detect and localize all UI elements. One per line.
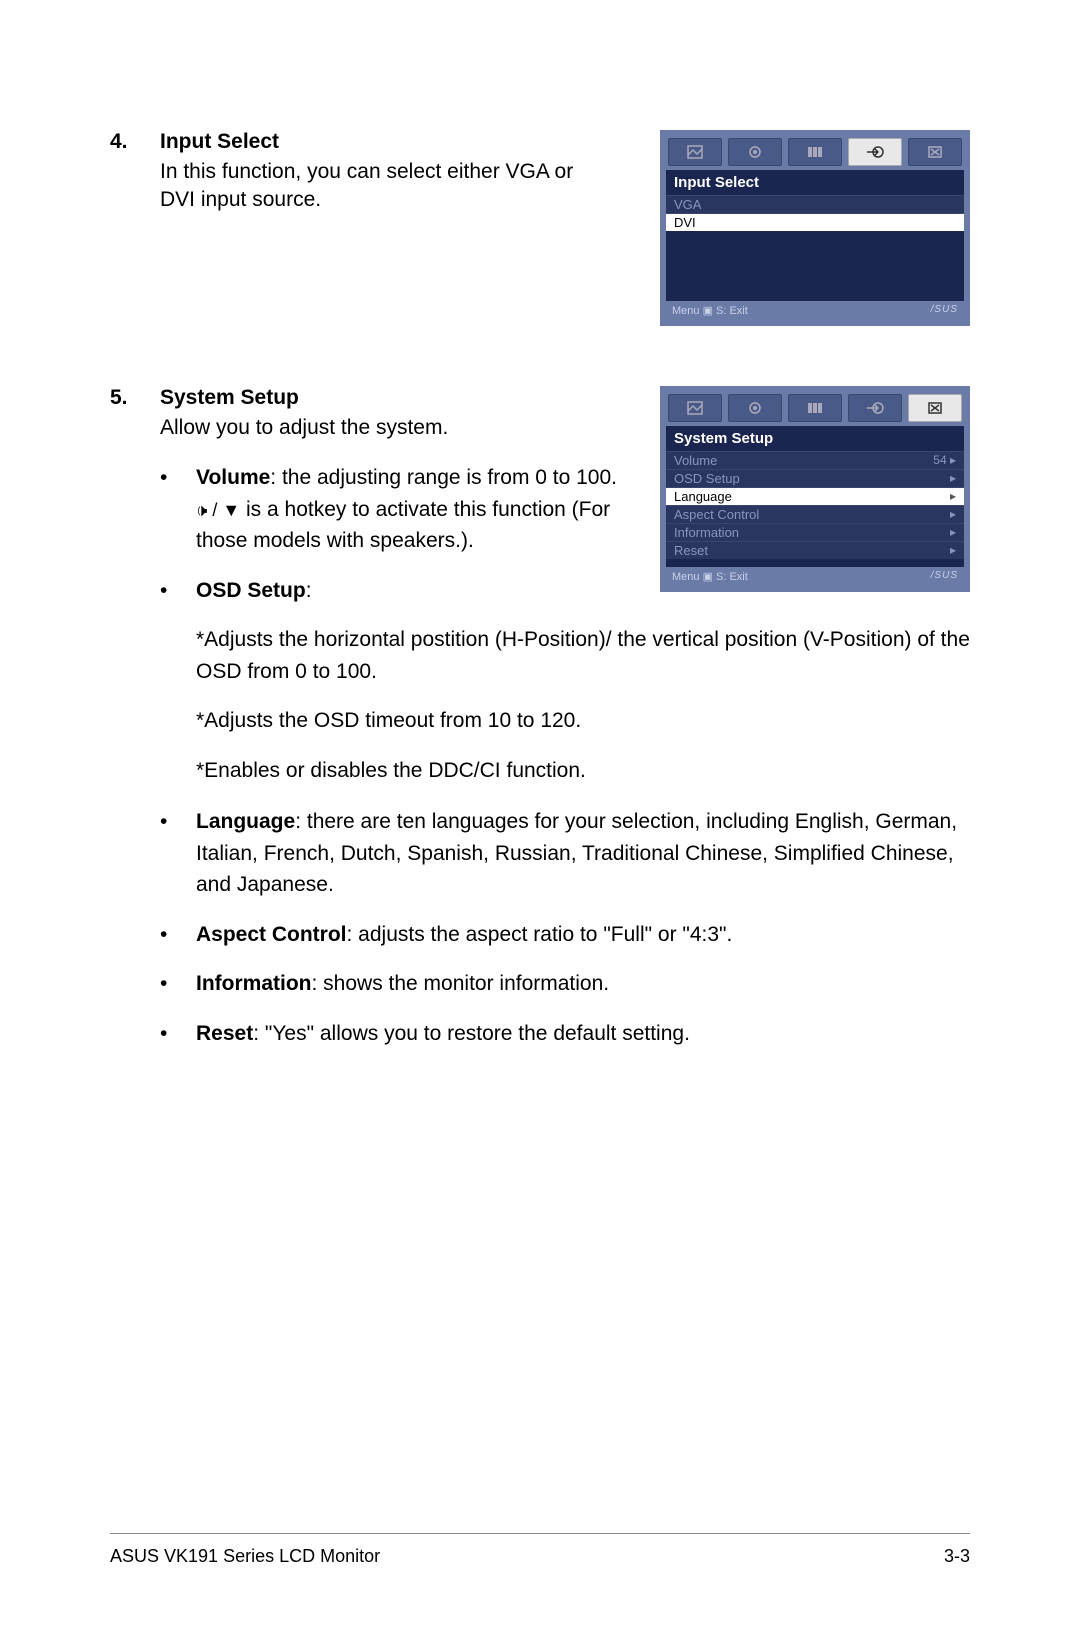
section-body: Input Select In this function, you can s… (160, 130, 970, 326)
footer-product: ASUS VK191 Series LCD Monitor (110, 1546, 380, 1567)
bullet-label: Information (196, 972, 312, 995)
osd-screenshot-system-setup: System Setup Volume 54 ▸ OSD Setup ▸ Langu… (660, 386, 970, 592)
osd-item-reset: Reset ▸ (666, 541, 964, 559)
bullet-marker: • (160, 919, 196, 951)
osd-list: VGA DVI (666, 195, 964, 231)
osd-item-label: Language (674, 489, 732, 504)
section-title: System Setup (160, 386, 640, 410)
osd-item-label: DVI (674, 215, 696, 230)
footer-page-number: 3-3 (944, 1546, 970, 1567)
section-system-setup: 5. System Setup Allow you to adjust the … (110, 386, 970, 1067)
bullet-text-part: : the adjusting range is from 0 to 100. (270, 466, 617, 489)
osd-footer-brand: /SUS (931, 570, 958, 583)
bullet-text-part: : adjusts the aspect ratio to "Full" or … (347, 923, 733, 946)
osd-item-osd-setup: OSD Setup ▸ (666, 469, 964, 487)
section-number: 4. (110, 130, 160, 326)
osd-tabs (666, 392, 964, 426)
bullet-language: • Language: there are ten languages for … (160, 806, 970, 901)
osd-item-volume: Volume 54 ▸ (666, 451, 964, 469)
osd-tab-input-icon (848, 138, 902, 166)
bullet-text-part: : there are ten languages for your selec… (196, 810, 957, 896)
osd-item-value: ▸ (950, 471, 956, 486)
osd-item-value: ▸ (950, 489, 956, 504)
volume-hotkey-icon: 🕩 / ▼ (196, 497, 240, 524)
section-title: Input Select (160, 130, 640, 154)
osd-item-value: ▸ (950, 525, 956, 540)
bullet-label: Reset (196, 1022, 253, 1045)
bullet-label: Language (196, 810, 295, 833)
osd-tab-system-icon (908, 394, 962, 422)
bullet-information: • Information: shows the monitor informa… (160, 968, 970, 1000)
bullet-text: Volume: the adjusting range is from 0 to… (196, 462, 640, 557)
osd-header: Input Select (666, 170, 964, 195)
osd-tab-system-icon (908, 138, 962, 166)
osd-footer-left: Menu ▣ S: Exit (672, 570, 748, 583)
osd-tab-color-icon (788, 394, 842, 422)
osd-list: Volume 54 ▸ OSD Setup ▸ Language ▸ Aspect C… (666, 451, 964, 559)
osd-item-aspect: Aspect Control ▸ (666, 505, 964, 523)
section-description: In this function, you can select either … (160, 158, 580, 215)
section-input-select: 4. Input Select In this function, you ca… (110, 130, 970, 326)
bullet-text: OSD Setup: (196, 575, 640, 607)
bullet-aspect-control: • Aspect Control: adjusts the aspect rat… (160, 919, 970, 951)
osd-item-value: ▸ (950, 507, 956, 522)
osd-screenshot-input-select: Input Select VGA DVI Menu ▣ S: Exit /SUS (660, 130, 970, 326)
bullet-label: Volume (196, 466, 270, 489)
bullet-marker: • (160, 1018, 196, 1050)
osd-item-vga: VGA (666, 195, 964, 213)
osd-tab-image-icon (728, 138, 782, 166)
bullet-marker: • (160, 462, 196, 557)
osd-item-label: VGA (674, 197, 701, 212)
bullet-text: Language: there are ten languages for yo… (196, 806, 970, 901)
osd-footer-brand: /SUS (931, 304, 958, 317)
bullet-text-part: : "Yes" allows you to restore the defaul… (253, 1022, 690, 1045)
osd-tab-input-icon (848, 394, 902, 422)
page-footer: ASUS VK191 Series LCD Monitor 3-3 (110, 1533, 970, 1567)
bullet-marker: • (160, 575, 196, 607)
bullet-text: Aspect Control: adjusts the aspect ratio… (196, 919, 970, 951)
bullet-text: Information: shows the monitor informati… (196, 968, 970, 1000)
section-number: 5. (110, 386, 160, 1067)
page-content: 4. Input Select In this function, you ca… (0, 0, 1080, 1187)
osd-footer-left: Menu ▣ S: Exit (672, 304, 748, 317)
osd-item-label: Aspect Control (674, 507, 759, 522)
osd-item-label: Volume (674, 453, 717, 468)
bullet-label: OSD Setup (196, 579, 306, 602)
osd-item-label: Reset (674, 543, 708, 558)
bullet-text-part: is a hotkey to activate this function (F… (196, 498, 610, 553)
bullet-label: Aspect Control (196, 923, 347, 946)
bullet-reset: • Reset: "Yes" allows you to restore the… (160, 1018, 970, 1050)
bullet-volume: • Volume: the adjusting range is from 0 … (160, 462, 640, 557)
osd-item-value: ▸ (950, 543, 956, 558)
bullet-marker: • (160, 806, 196, 901)
osd-tab-splendid-icon (668, 394, 722, 422)
osd-tabs (666, 136, 964, 170)
bullet-text-part: : shows the monitor information. (312, 972, 610, 995)
osd-item-label: Information (674, 525, 739, 540)
osd-note-3: *Enables or disables the DDC/CI function… (196, 755, 970, 787)
osd-filler (666, 231, 964, 301)
osd-tab-color-icon (788, 138, 842, 166)
osd-item-language: Language ▸ (666, 487, 964, 505)
osd-note-2: *Adjusts the OSD timeout from 10 to 120. (196, 705, 970, 737)
osd-tab-image-icon (728, 394, 782, 422)
bullet-osd-setup: • OSD Setup: (160, 575, 640, 607)
osd-item-dvi: DVI (666, 213, 964, 231)
osd-header: System Setup (666, 426, 964, 451)
osd-item-information: Information ▸ (666, 523, 964, 541)
osd-item-value: 54 ▸ (933, 453, 956, 468)
bullet-marker: • (160, 968, 196, 1000)
section-description: Allow you to adjust the system. (160, 414, 580, 442)
osd-note-1: *Adjusts the horizontal postition (H-Pos… (196, 624, 970, 687)
osd-footer: Menu ▣ S: Exit /SUS (666, 567, 964, 586)
osd-footer: Menu ▣ S: Exit /SUS (666, 301, 964, 320)
bullet-text: Reset: "Yes" allows you to restore the d… (196, 1018, 970, 1050)
osd-filler (666, 559, 964, 567)
osd-item-label: OSD Setup (674, 471, 740, 486)
section-body: System Setup Allow you to adjust the sys… (160, 386, 970, 1067)
osd-tab-splendid-icon (668, 138, 722, 166)
